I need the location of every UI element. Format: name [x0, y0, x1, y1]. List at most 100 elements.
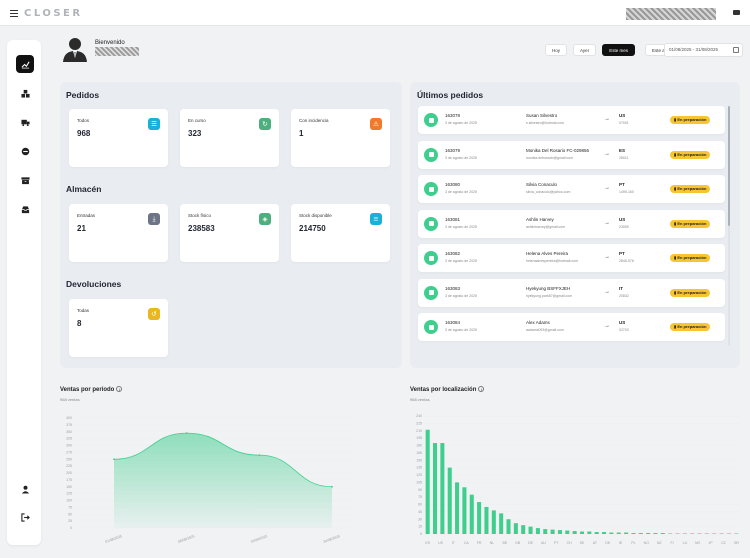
bar: [506, 519, 511, 534]
kpi-value: 1: [299, 129, 304, 138]
logout-icon: [20, 512, 30, 522]
orders-scrollbar-thumb[interactable]: [728, 106, 730, 226]
destination-country: US: [619, 113, 626, 118]
y-tick-label: 100: [66, 499, 72, 503]
order-row[interactable]: 163080 3 de agosto de 2025 Silvia Conaculo…: [418, 175, 725, 203]
order-row[interactable]: 163081 3 de agosto de 2025 Ashlin Harvey as…: [418, 209, 725, 238]
x-tick-label: 08/08/2025: [177, 534, 195, 544]
x-tick-label: DE: [528, 541, 534, 545]
y-tick-label: 375: [66, 423, 72, 427]
customer-name: Monika Del Rosario FC-029856: [526, 147, 590, 153]
x-tick-label: MX: [695, 541, 701, 545]
mail-icon[interactable]: [733, 10, 740, 15]
bar: [528, 526, 533, 534]
sidebar-item-returns[interactable]: [16, 142, 34, 160]
y-tick-label: 120: [416, 473, 422, 477]
customer-email: hyekyung.park87@gmail.com: [526, 293, 573, 298]
bar: [535, 528, 540, 534]
destination-country: PT: [619, 182, 625, 187]
destination-zip: 23059: [619, 224, 629, 229]
package-icon: [424, 113, 438, 127]
user-name-redacted[interactable]: [626, 8, 716, 20]
y-tick-label: 30: [418, 517, 422, 521]
y-tick-label: 60: [418, 503, 422, 507]
bar: [579, 531, 585, 534]
customer-email: monika.delrosario@gmail.com: [526, 155, 574, 160]
arrow-right-icon: →: [604, 288, 610, 295]
arrow-right-icon: →: [604, 185, 610, 191]
filter-this-month-button[interactable]: Este mes: [602, 44, 635, 56]
customer-email: helenaalvespereira@hotmail.com: [526, 259, 578, 263]
kpi-card-todos[interactable]: Todos 968 ☰: [69, 109, 168, 167]
y-tick-label: 125: [66, 492, 72, 496]
ventas-localizacion-title-text: Ventas por localización: [410, 387, 477, 393]
ventas-periodo-subtitle: 968 ventas: [60, 397, 80, 402]
order-id: 163081: [445, 216, 461, 222]
y-tick-label: 250: [66, 457, 72, 461]
sidebar-item-stock[interactable]: [16, 84, 34, 102]
order-row[interactable]: 163084 3 de agosto de 2025 Alex Adams aadam…: [418, 313, 725, 341]
destination-zip: 20832: [619, 293, 629, 298]
sidebar-item-archive[interactable]: [16, 171, 34, 189]
sidebar-item-profile[interactable]: [16, 480, 34, 498]
data-point: [331, 485, 333, 488]
x-tick-label: FI: [670, 541, 673, 545]
y-tick-label: 195: [416, 436, 422, 440]
kpi-card-en-curso[interactable]: En curso 323 ↻: [180, 109, 279, 167]
y-tick-label: 90: [418, 488, 422, 492]
customer-name: Hyekyung BSFFXJEH: [526, 285, 571, 291]
sidebar-item-inbox[interactable]: [16, 200, 34, 218]
kpi-label: Con incidencia: [299, 118, 329, 123]
order-row[interactable]: 163082 3 de agosto de 2025 Helena Alves Pe…: [418, 244, 725, 272]
arrow-right-icon: →: [604, 323, 610, 329]
y-tick-label: 150: [416, 458, 422, 462]
x-tick-label: PL: [631, 541, 635, 545]
sidebar-item-shipments[interactable]: [16, 113, 34, 131]
sidebar-item-logout[interactable]: [16, 508, 34, 526]
bar: [624, 532, 629, 534]
y-tick-label: 350: [66, 430, 72, 434]
order-row[interactable]: 163083 3 de agosto de 2025 Hyekyung BSFFXJ…: [418, 278, 725, 307]
package-icon: [424, 182, 438, 196]
data-point: [113, 458, 115, 461]
x-tick-label: CA: [464, 541, 470, 545]
filter-yesterday-button[interactable]: Ayer: [573, 44, 597, 56]
status-badge: ▮ En preparación: [670, 288, 711, 297]
x-tick-label: IT: [452, 541, 456, 545]
menu-icon[interactable]: [10, 10, 18, 17]
filter-today-button[interactable]: Hoy: [545, 44, 568, 56]
info-icon[interactable]: i: [478, 386, 485, 392]
order-row[interactable]: 163078 3 de agosto de 2025 Susan Silvestro…: [418, 106, 725, 134]
bar: [646, 533, 651, 534]
kpi-card-entradas[interactable]: Entradas 21 ⤓: [69, 204, 168, 262]
info-icon[interactable]: i: [116, 386, 123, 392]
y-tick-label: 200: [66, 471, 72, 475]
y-tick-label: 240: [416, 414, 422, 418]
pedidos-title: Pedidos: [66, 90, 100, 100]
bar: [425, 429, 430, 534]
x-tick-label: BE: [503, 541, 508, 545]
destination-zip: 02703: [619, 328, 629, 332]
y-tick-label: 325: [66, 437, 72, 441]
package-icon: [424, 216, 438, 231]
bar: [719, 533, 724, 535]
kpi-card-devoluciones-todas[interactable]: Todas 8 ↺: [69, 299, 168, 357]
y-tick-label: 25: [68, 519, 72, 523]
area-fill: [114, 433, 332, 528]
date-range-picker[interactable]: 01/08/2025 - 31/08/2025: [664, 43, 743, 57]
destination-country: IT: [619, 285, 623, 291]
order-row[interactable]: 163079 3 de agosto de 2025 Monika Del Rosa…: [418, 140, 725, 169]
sidebar-item-dashboard[interactable]: [16, 55, 34, 73]
status-badge: ▮ En preparación: [670, 219, 711, 228]
x-tick-label: 24/08/2025: [323, 534, 341, 544]
order-date: 3 de agosto de 2025: [445, 121, 477, 125]
kpi-card-incidencia[interactable]: Con incidencia 1 ⚠: [291, 109, 390, 167]
status-badge: ▮ En preparación: [670, 254, 711, 262]
x-tick-label: CZ: [721, 541, 727, 545]
ventas-periodo-chart: 0 25 50 75 100 125 150 175 200 225 250 275 300 325 350…: [66, 416, 352, 544]
y-tick-label: 275: [66, 450, 72, 454]
kpi-card-stock-disponible[interactable]: Stock disponible 214750 ≡: [291, 204, 390, 262]
orders-scrollbar[interactable]: [728, 106, 730, 346]
kpi-card-stock-fisico[interactable]: Stock físico 238583 ◈: [180, 204, 279, 262]
y-tick-label: 135: [416, 466, 422, 470]
